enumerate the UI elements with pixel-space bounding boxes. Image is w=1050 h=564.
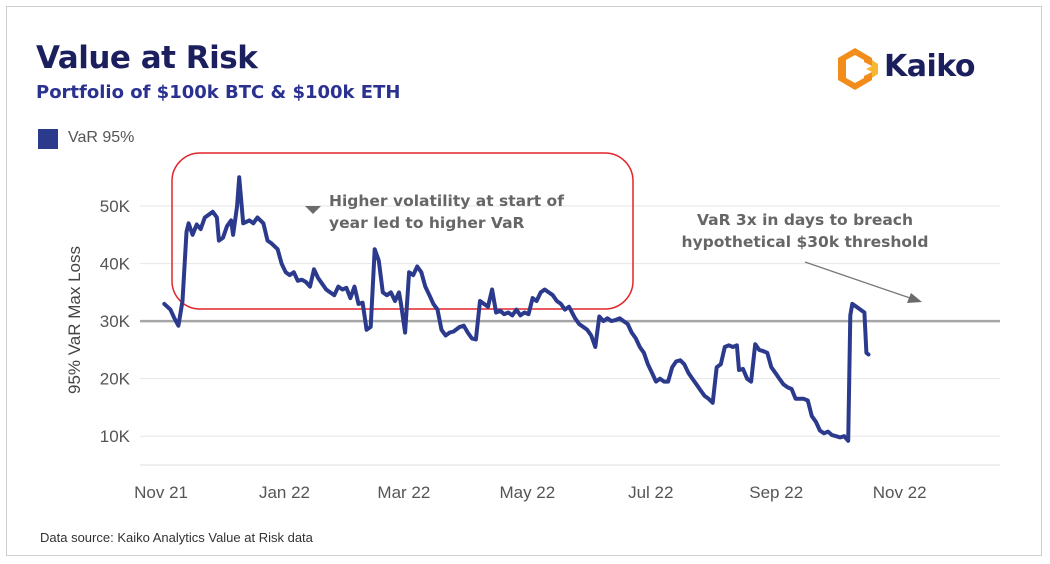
y-tick-label: 50K <box>100 197 131 216</box>
y-axis-title: 95% VaR Max Loss <box>65 246 84 394</box>
annotation-breach-line2: hypothetical $30k threshold <box>682 233 929 251</box>
data-source-note: Data source: Kaiko Analytics Value at Ri… <box>40 530 313 545</box>
x-tick-label: Sep 22 <box>749 483 803 502</box>
y-tick-label: 40K <box>100 255 131 274</box>
y-tick-label: 30K <box>100 312 131 331</box>
annotation-breach-arrow <box>804 261 911 299</box>
annotation-pointer-icon <box>305 206 321 214</box>
annotation-breach-arrowhead-icon <box>907 293 922 303</box>
series-line-var95 <box>162 175 871 443</box>
kaiko-logo-text: Kaiko <box>884 49 976 84</box>
y-tick-label: 10K <box>100 427 131 446</box>
x-tick-label: Jan 22 <box>259 483 310 502</box>
chart-title: Value at Risk <box>36 40 258 76</box>
x-tick-label: Jul 22 <box>628 483 673 502</box>
kaiko-logo: Kaiko <box>832 46 1002 92</box>
chart-subtitle: Portfolio of $100k BTC & $100k ETH <box>36 82 401 103</box>
annotation-breach-line1: VaR 3x in days to breach <box>697 211 913 229</box>
legend-label-var95: VaR 95% <box>68 129 135 146</box>
annotation-volatility-line1: Higher volatility at start of <box>329 192 564 210</box>
annotation-volatility-line2: year led to higher VaR <box>329 214 525 232</box>
legend-swatch-var95 <box>38 129 58 149</box>
x-tick-label: Nov 21 <box>134 483 188 502</box>
x-tick-label: Mar 22 <box>377 483 430 502</box>
x-tick-label: Nov 22 <box>873 483 927 502</box>
kaiko-logo-mark-icon <box>838 48 878 90</box>
y-tick-label: 20K <box>100 370 131 389</box>
chart-card <box>6 6 1042 556</box>
x-tick-label: May 22 <box>499 483 555 502</box>
